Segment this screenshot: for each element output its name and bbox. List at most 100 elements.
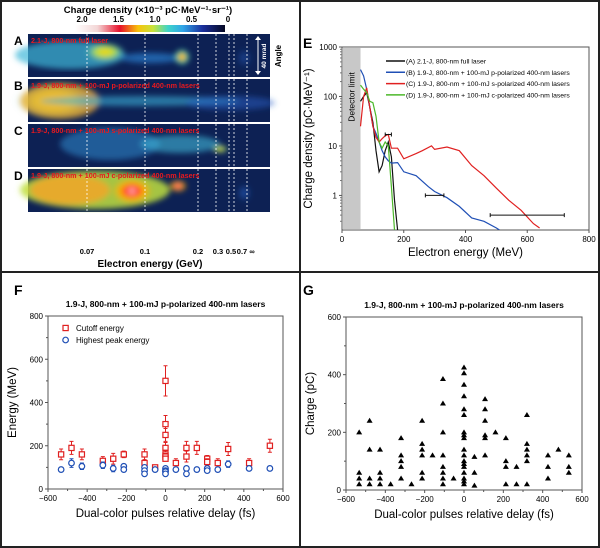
data-point-peak (193, 466, 201, 473)
beam-profile (15, 41, 252, 69)
data-point-peak (99, 461, 107, 469)
data-point-peak (203, 467, 211, 475)
data-point-charge (419, 440, 426, 446)
x-tick-label: 600 (521, 235, 535, 244)
beam-blob (112, 178, 152, 204)
data-point-charge (419, 446, 426, 452)
data-point-charge (398, 475, 405, 481)
data-point-charge (439, 375, 446, 381)
row-label: D (14, 169, 23, 183)
data-point-charge (461, 364, 467, 370)
legend-marker (62, 324, 69, 332)
legend-label: (A) 2.1-J, 800-nm full laser (406, 59, 487, 66)
x-tick-label: −200 (117, 494, 136, 503)
legend-label: (B) 1.9-J, 800-nm + 100-mJ p-polarized 4… (406, 70, 570, 77)
x-error-bar (424, 193, 445, 198)
y-axis-label: Charge (pC) (305, 372, 317, 435)
detector-limit-region (343, 48, 361, 229)
x-axis-label: Dual-color pulses relative delay (fs) (76, 508, 256, 520)
data-point-charge (523, 481, 530, 487)
data-point-cutoff (183, 444, 190, 452)
y-tick-label: 1 (333, 191, 338, 200)
data-point-charge (439, 429, 446, 435)
data-point-charge (482, 452, 489, 458)
x-axis-label: Electron energy (GeV) (97, 259, 202, 270)
data-point-charge (461, 370, 467, 376)
x-tick-label: 200 (497, 495, 511, 504)
y-tick-label: 400 (30, 399, 44, 408)
data-point-cutoff (120, 451, 127, 458)
data-point-charge (366, 446, 373, 452)
y-tick-label: 10 (328, 142, 337, 151)
data-point-charge (482, 417, 489, 423)
data-point-cutoff (224, 445, 232, 453)
x-tick-label: 0 (340, 235, 345, 244)
data-point-charge (450, 475, 457, 481)
x-tick-label: 0 (462, 495, 467, 504)
data-point-cutoff (162, 420, 169, 428)
panel-e-label: E (303, 35, 312, 51)
data-point-charge (461, 432, 467, 438)
data-point-peak (78, 462, 86, 470)
data-point-peak (120, 466, 128, 473)
colorbar-tick-label: 0.5 (186, 15, 198, 24)
spectrometer-images: Charge density (×10⁻³ pC·MeV⁻¹·sr⁻¹) 2.0… (14, 5, 283, 270)
beam-profile (20, 171, 251, 209)
colorbar-tick-label: 0 (226, 15, 231, 24)
data-point-peak (162, 470, 169, 478)
x-axis-label: Electron energy (MeV) (408, 247, 523, 259)
beam-blob (60, 128, 160, 160)
data-point-charge (565, 469, 572, 475)
beam-blob (237, 184, 251, 202)
data-point-charge (429, 452, 436, 458)
y-tick-label: 200 (30, 442, 44, 451)
chart-e: E 0 200 400 600 800 1 10 100 1000 Electron energy… (303, 35, 596, 259)
angle-scale-label: 40 mrad (261, 44, 268, 69)
data-point-charge (502, 435, 509, 441)
data-point-cutoff (193, 444, 201, 452)
data-point-cutoff (162, 455, 169, 462)
data-point-charge (482, 435, 489, 441)
data-point-cutoff (214, 459, 221, 467)
data-point-charge (461, 478, 467, 484)
x-tick-label: 400 (237, 494, 251, 503)
data-point-peak (183, 470, 190, 478)
x-tick-label: 0.7 (237, 247, 247, 256)
data-point-charge (439, 475, 446, 481)
x-tick-label: 0.5 (226, 247, 236, 256)
y-tick-label: 400 (328, 371, 342, 380)
y-tick-label: 0 (337, 486, 342, 495)
legend-marker (62, 336, 69, 344)
x-tick-label: 600 (575, 495, 589, 504)
row-caption: 1.9-J, 800-nm + 100-mJ c-polarized 400-n… (31, 171, 199, 180)
data-point-charge (356, 481, 363, 487)
data-point-peak (68, 459, 75, 467)
x-tick-label: 0 (163, 494, 168, 503)
colorbar-title: Charge density (×10⁻³ pC·MeV⁻¹·sr⁻¹) (64, 5, 232, 16)
data-point-charge (439, 469, 446, 475)
data-point-charge (523, 446, 530, 452)
data-point-charge (513, 463, 520, 469)
y-tick-label: 100 (324, 92, 338, 101)
x-tick-label: 800 (582, 235, 596, 244)
chart-f: F −600 −400 −200 0 200 400 600 0 200 400 600 800 Dua… (7, 282, 290, 520)
legend-label: (C) 1.9-J, 800-nm + 100-mJ s-polarized 4… (406, 81, 570, 88)
x-error-bar (384, 132, 392, 137)
data-point-charge (356, 469, 363, 475)
data-point-charge (439, 481, 446, 487)
data-point-charge (439, 452, 446, 458)
x-tick-label: 600 (276, 494, 290, 503)
data-point-charge (544, 452, 551, 458)
data-point-peak (141, 470, 148, 478)
data-point-charge (366, 481, 373, 487)
data-point-charge (555, 446, 562, 452)
data-point-peak (266, 465, 274, 472)
data-point-cutoff (266, 442, 274, 449)
row-label: B (14, 79, 23, 93)
data-point-charge (461, 481, 467, 487)
data-point-charge (439, 400, 446, 406)
beam-blob (120, 53, 180, 63)
y-tick-label: 0 (39, 485, 44, 494)
data-point-charge (461, 475, 467, 481)
